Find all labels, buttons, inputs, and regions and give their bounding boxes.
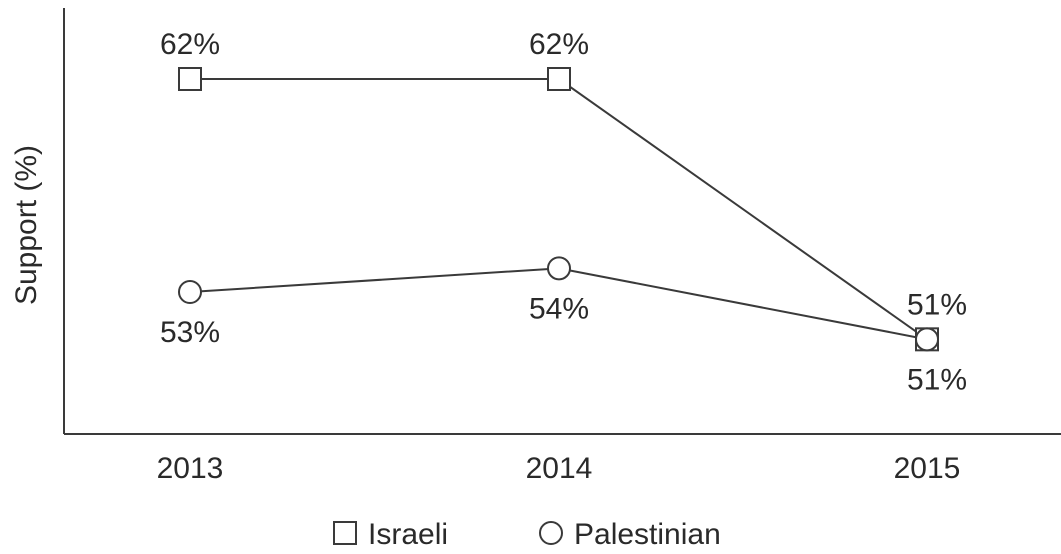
data-label: 51% — [907, 288, 967, 321]
legend-label-palestinian: Palestinian — [574, 518, 721, 551]
data-label: 53% — [160, 316, 220, 349]
y-axis-label: Support (%) — [10, 145, 43, 305]
data-point-square — [178, 67, 202, 91]
x-tick-label: 2015 — [894, 452, 961, 485]
data-point-square — [547, 67, 571, 91]
series-palestinian: 53% 54% 51% — [160, 256, 967, 396]
series-israeli: 62% 62% 51% — [160, 28, 967, 352]
legend-circle-icon — [539, 521, 563, 545]
x-tick-label: 2013 — [157, 452, 224, 485]
legend-label-israeli: Israeli — [368, 518, 448, 551]
x-tick-label: 2014 — [526, 452, 593, 485]
data-point-circle — [547, 256, 571, 281]
series-layer: 62% 62% 51% 53% 54% 51% — [160, 28, 967, 396]
data-label: 62% — [529, 28, 589, 61]
data-point-circle — [915, 327, 939, 352]
legend-square-icon — [333, 521, 357, 545]
legend: Israeli Palestinian — [333, 518, 721, 551]
data-label: 54% — [529, 292, 589, 325]
data-label: 62% — [160, 28, 220, 61]
data-point-circle — [178, 280, 202, 304]
data-label: 51% — [907, 363, 967, 396]
